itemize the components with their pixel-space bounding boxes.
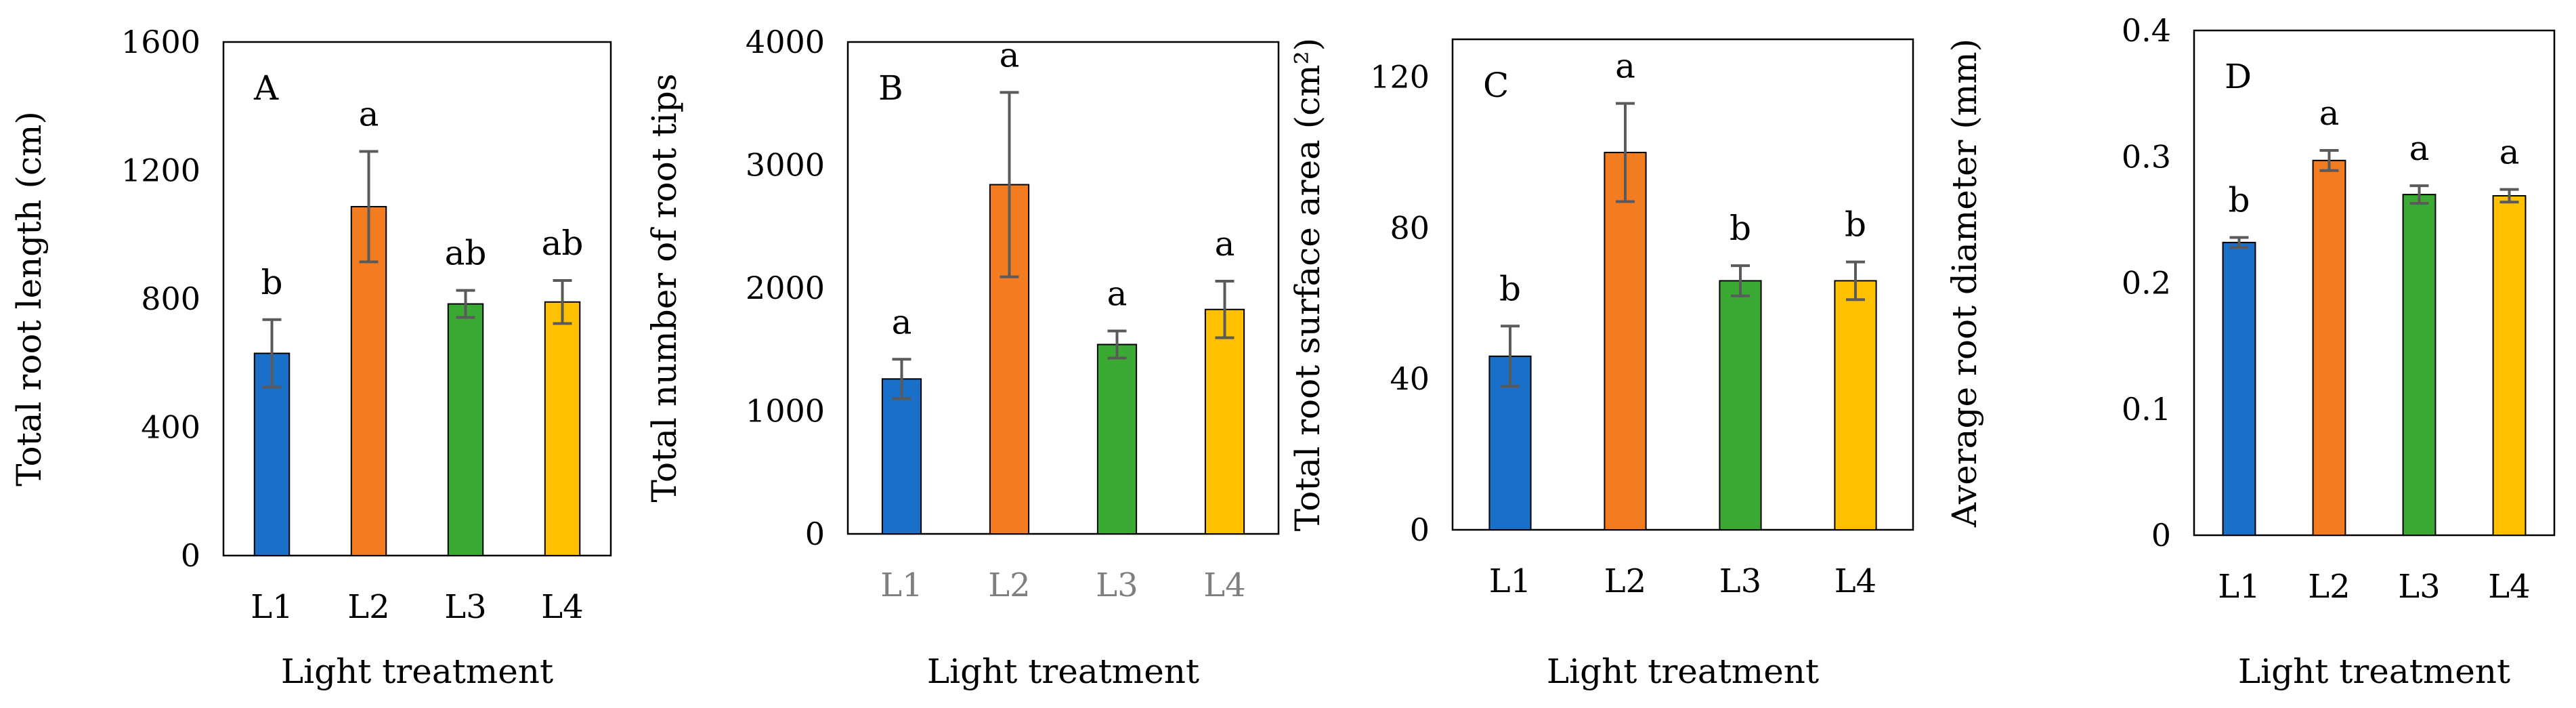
significance-letter: b (2228, 180, 2250, 220)
x-tick-label: L1 (1489, 562, 1531, 600)
x-tick-label: L4 (1203, 566, 1245, 604)
y-tick-label: 0.4 (2122, 12, 2171, 49)
y-tick-label: 1200 (121, 152, 200, 189)
significance-letter: a (2319, 93, 2340, 133)
y-tick-label: 0 (1410, 512, 1430, 548)
chart-panel-d: 0 0.1 0.2 0.3 0.4 Db L1 a L2 a L3 a L4 Light treatmen… (1945, 12, 2556, 691)
x-tick-label: L4 (1834, 562, 1876, 600)
chart-panel-c: 0 40 80 120 Cb L1 a L2 b L3 b L4 Light treatment Tota… (1288, 38, 1914, 691)
y-axis-label: Total root surface area (cm²) (1288, 38, 1327, 532)
x-tick-label: L4 (2488, 568, 2530, 606)
panel-letter: A (253, 68, 279, 108)
significance-letter: b (261, 263, 282, 302)
bar (2312, 159, 2346, 536)
chart-panel-b: 0 1000 2000 3000 4000 Ba L1 a L2 a L3 a L4 Light trea… (645, 24, 1280, 691)
y-tick-label: 0.1 (2122, 391, 2171, 428)
x-tick-label: L4 (541, 588, 583, 626)
bar (447, 303, 484, 556)
x-axis-label: Light treatment (2238, 652, 2510, 691)
x-tick-label: L1 (880, 566, 922, 604)
x-tick-label: L2 (347, 588, 389, 626)
significance-letter: a (1000, 35, 1020, 75)
significance-letter: a (1107, 274, 1128, 314)
significance-letter: ab (445, 234, 487, 273)
plot-frame (222, 41, 612, 557)
significance-letter: b (1730, 209, 1751, 248)
plot-frame (846, 41, 1280, 535)
plot-frame (1451, 38, 1914, 531)
x-axis-label: Light treatment (281, 652, 553, 691)
bar (2222, 241, 2256, 536)
x-tick-label: L3 (444, 588, 486, 626)
y-tick-label: 0 (805, 516, 825, 552)
y-tick-label: 2000 (746, 270, 825, 306)
bar (2492, 194, 2527, 536)
significance-letter: a (1215, 224, 1235, 264)
x-tick-label: L2 (2308, 568, 2350, 606)
y-tick-label: 800 (141, 280, 200, 317)
y-tick-label: 3000 (746, 147, 825, 184)
y-axis-label: Average root diameter (mm) (1945, 39, 1984, 528)
significance-letter: b (1499, 269, 1521, 308)
y-tick-label: 120 (1370, 59, 1430, 96)
panel-letter: B (878, 68, 903, 108)
significance-letter: a (359, 95, 379, 134)
chart-panel-a: 0 400 800 1200 1600 Ab L1 a L2 ab L3 ab L4 Light trea… (9, 24, 612, 691)
x-axis-label: Light treatment (927, 652, 1199, 691)
x-tick-label: L2 (1604, 562, 1646, 600)
x-tick-label: L1 (251, 588, 293, 626)
y-axis-label: Total root length (cm) (9, 111, 49, 486)
significance-letter: a (892, 302, 912, 341)
y-tick-label: 0 (2151, 517, 2171, 554)
x-tick-label: L3 (2398, 568, 2440, 606)
y-tick-label: 0.3 (2122, 138, 2171, 175)
significance-letter: ab (542, 224, 584, 263)
bar (1834, 280, 1877, 530)
bar (881, 378, 922, 535)
x-tick-label: L3 (1096, 566, 1138, 604)
significance-letter: b (1845, 205, 1866, 245)
x-tick-label: L1 (2218, 568, 2260, 606)
y-axis-label: Total number of root tips (645, 74, 684, 503)
bar (1604, 152, 1647, 531)
x-tick-label: L2 (988, 566, 1030, 604)
significance-letter: a (2409, 129, 2430, 168)
bar (1719, 280, 1762, 530)
bar (1096, 343, 1138, 535)
x-axis-label: Light treatment (1547, 652, 1819, 691)
x-tick-label: L3 (1719, 562, 1761, 600)
y-tick-label: 1600 (121, 24, 200, 60)
significance-letter: a (1615, 47, 1635, 86)
panel-letter: D (2225, 57, 2252, 96)
panel-letter: C (1483, 66, 1509, 105)
y-tick-label: 40 (1390, 360, 1430, 397)
y-tick-label: 0.2 (2122, 265, 2171, 301)
y-tick-label: 0 (181, 537, 200, 574)
plot-frame (2193, 29, 2556, 537)
significance-letter: a (2499, 133, 2520, 172)
bar (544, 301, 581, 556)
y-tick-label: 80 (1390, 209, 1430, 246)
bar (1204, 308, 1245, 535)
bar (2402, 194, 2437, 536)
y-tick-label: 4000 (746, 24, 825, 60)
y-tick-label: 1000 (746, 393, 825, 430)
y-tick-label: 400 (141, 409, 200, 446)
